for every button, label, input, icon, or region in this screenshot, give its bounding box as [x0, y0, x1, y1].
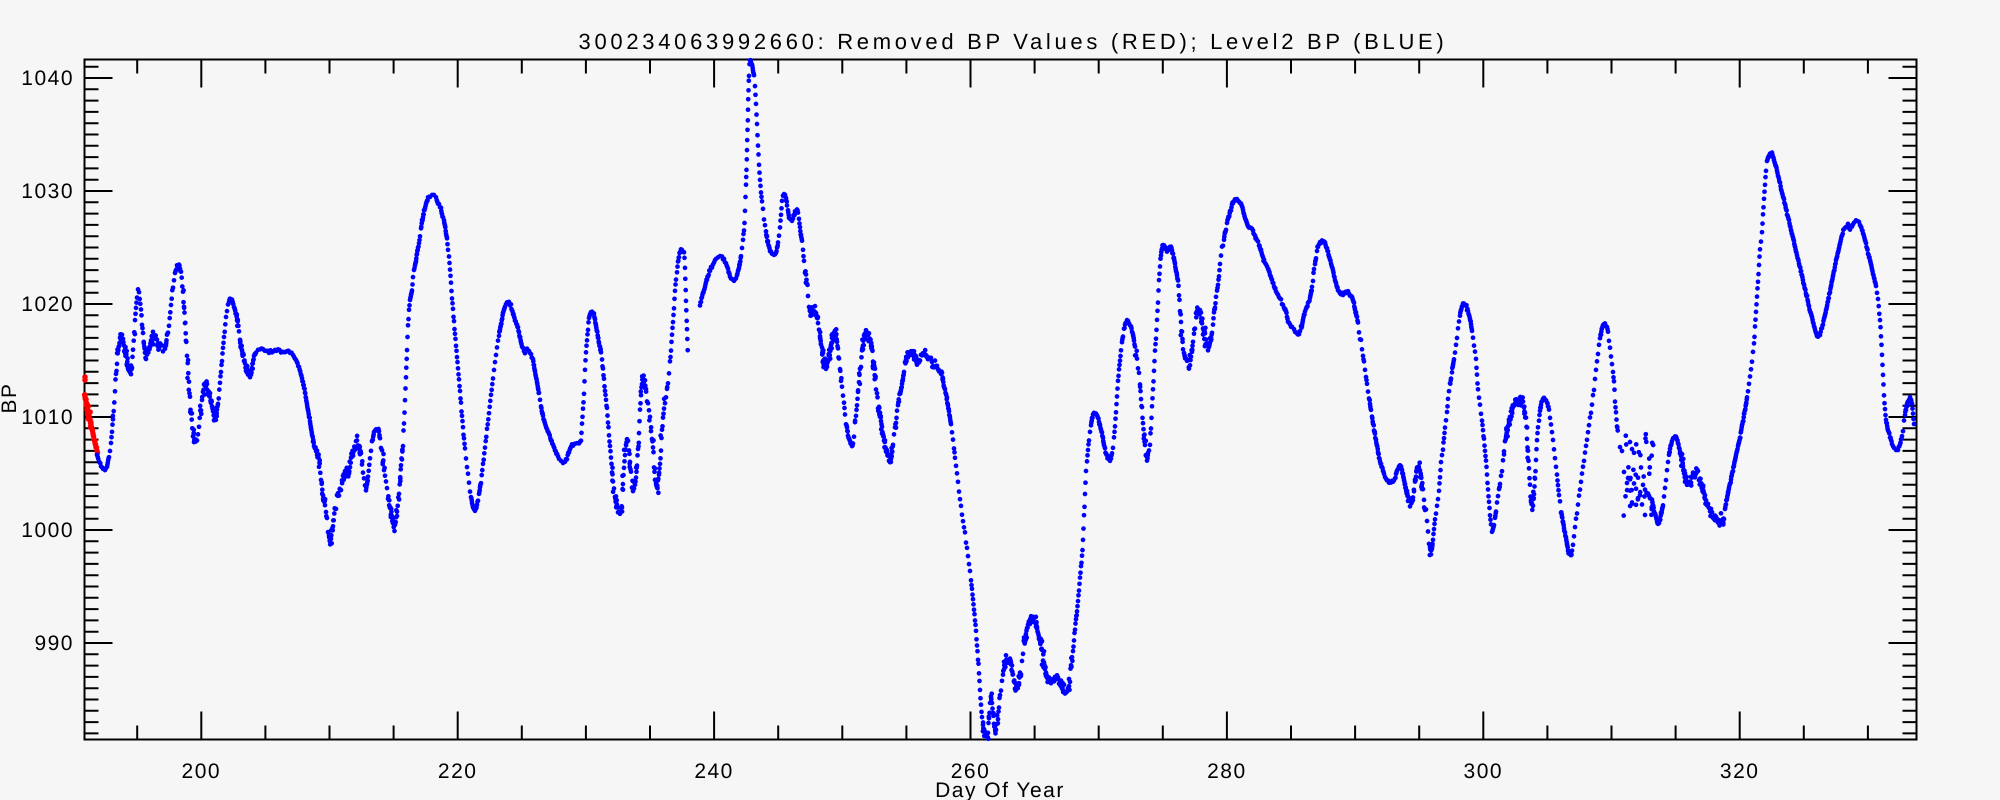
svg-text:200: 200: [182, 760, 222, 783]
svg-text:Day Of Year: Day Of Year: [935, 779, 1065, 800]
svg-text:280: 280: [1207, 760, 1247, 783]
svg-text:300234063992660: Removed BP Va: 300234063992660: Removed BP Values (RED)…: [579, 29, 1448, 54]
svg-text:1010: 1010: [21, 406, 74, 429]
svg-text:1000: 1000: [21, 519, 74, 542]
svg-text:320: 320: [1720, 760, 1760, 783]
svg-text:260: 260: [951, 760, 991, 783]
svg-text:BP: BP: [0, 382, 21, 413]
svg-text:300: 300: [1464, 760, 1504, 783]
svg-text:1040: 1040: [21, 67, 74, 90]
svg-text:1030: 1030: [21, 180, 74, 203]
svg-text:990: 990: [34, 632, 74, 655]
svg-text:240: 240: [694, 760, 734, 783]
svg-text:1020: 1020: [21, 293, 74, 316]
svg-text:220: 220: [438, 760, 478, 783]
